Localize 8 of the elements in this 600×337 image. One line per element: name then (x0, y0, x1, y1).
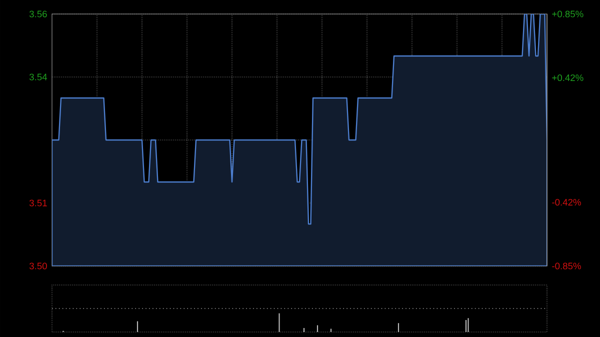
y-tick-label: 3.56 (29, 10, 47, 18)
y2-tick-label: +0.42% (552, 74, 584, 82)
y2-tick-label: +0.85% (552, 10, 584, 18)
y-tick-label: 3.51 (29, 200, 47, 206)
y2-tick-label: -0.42% (552, 198, 581, 206)
y-tick-label: 3.54 (29, 74, 48, 80)
y2-tick-label: -0.85% (552, 262, 581, 270)
y-tick-label: 3.50 (29, 262, 47, 270)
